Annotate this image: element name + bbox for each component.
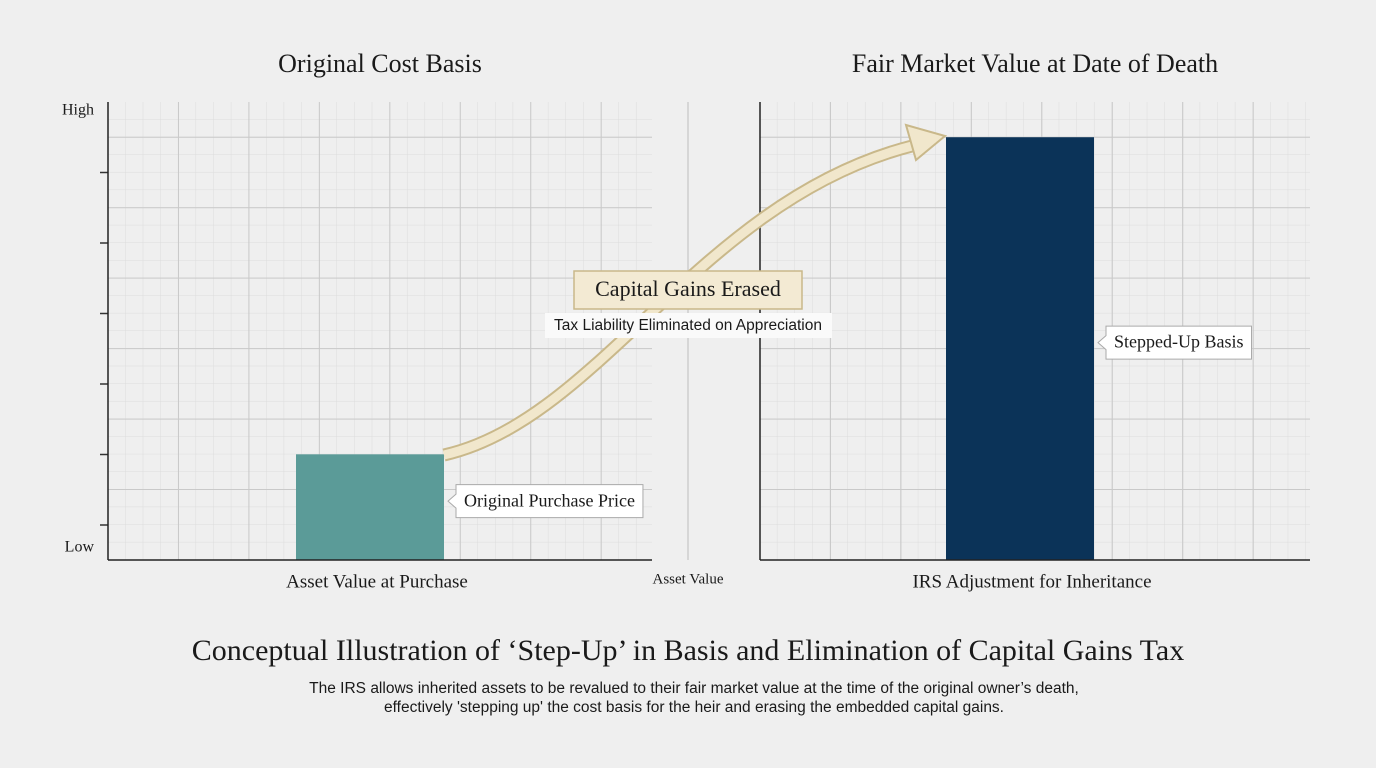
y-tick-label: High [62, 101, 94, 118]
center-label: Asset Value [653, 571, 724, 587]
x-label: IRS Adjustment for Inheritance [912, 571, 1151, 592]
bar-callout: Stepped-Up Basis [1097, 325, 1252, 360]
arrow-head [904, 123, 948, 162]
chart-title: Fair Market Value at Date of Death [852, 49, 1218, 78]
arrow: Capital Gains Erased Tax Liability Elimi… [442, 123, 948, 462]
description: The IRS allows inherited assets to be re… [309, 680, 1079, 697]
callout-box [1097, 325, 1252, 360]
bar-label: Original Purchase Price [464, 490, 635, 510]
annotation-title: Capital Gains Erased [595, 276, 781, 301]
annotation-box [573, 270, 803, 310]
chart-title: Original Cost Basis [278, 49, 482, 78]
bar [946, 137, 1094, 560]
annotation-subtitle: Tax Liability Eliminated on Appreciation [554, 317, 822, 334]
description: effectively 'stepping up' the cost basis… [384, 699, 1004, 716]
bar [296, 454, 444, 560]
bar-label: Stepped-Up Basis [1114, 332, 1244, 352]
main-title: Conceptual Illustration of ‘Step-Up’ in … [192, 634, 1184, 667]
callout-box [447, 484, 644, 519]
x-label: Asset Value at Purchase [286, 571, 468, 592]
y-tick-label: Low [65, 538, 95, 555]
annotation-sub-box [545, 313, 832, 338]
charts: Original Cost Basis Low High Asset Value at… [62, 49, 1310, 592]
bar-callout: Original Purchase Price [447, 484, 644, 519]
